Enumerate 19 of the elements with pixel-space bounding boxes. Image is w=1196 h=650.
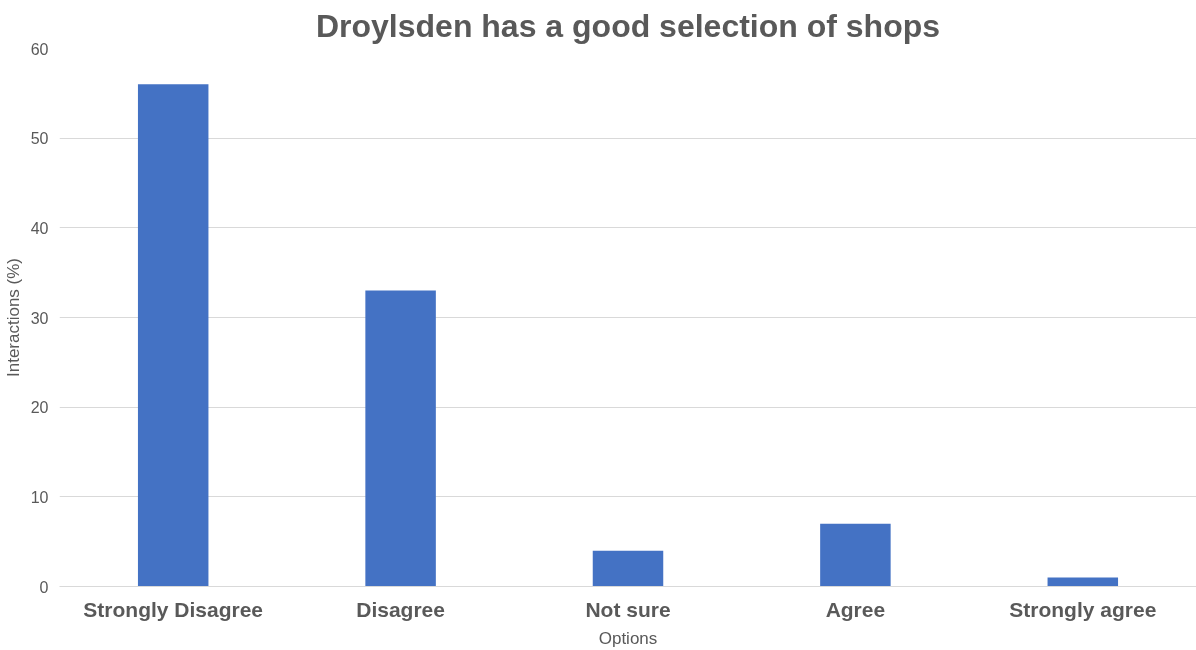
x-axis-title: Options <box>598 628 658 648</box>
bar <box>592 550 664 587</box>
y-tick-label: 0 <box>39 578 49 596</box>
y-tick-label: 50 <box>30 130 49 148</box>
y-tick-label: 10 <box>30 488 49 506</box>
x-tick-label: Strongly agree <box>1009 597 1157 621</box>
y-axis-title: Interactions (%) <box>3 257 23 378</box>
x-tick-label: Disagree <box>356 597 445 621</box>
y-tick-label: 20 <box>30 399 49 417</box>
x-tick-label: Agree <box>825 597 886 621</box>
bar <box>137 84 209 587</box>
bar <box>820 523 891 587</box>
x-tick-label: Strongly Disagree <box>83 597 264 621</box>
chart-title: Droylsden has a good selection of shops <box>315 7 941 44</box>
bar <box>365 290 436 587</box>
y-tick-label: 40 <box>30 219 49 237</box>
y-tick-label: 60 <box>30 40 49 58</box>
y-tick-label: 30 <box>30 309 49 327</box>
x-tick-label: Not sure <box>585 597 671 621</box>
